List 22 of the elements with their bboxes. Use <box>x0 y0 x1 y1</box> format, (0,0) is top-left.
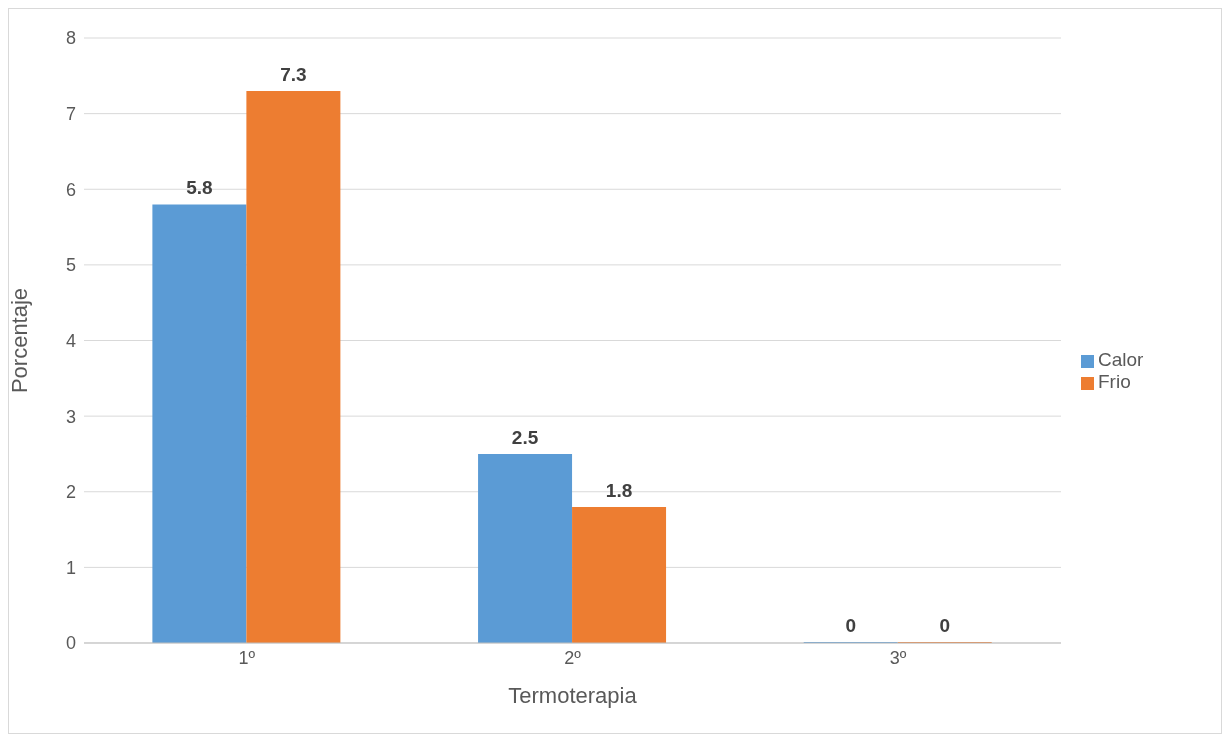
data-label: 2.5 <box>511 426 539 448</box>
data-label: 0 <box>939 615 951 636</box>
y-tick-label: 8 <box>65 28 76 49</box>
x-tick-label: 1º <box>238 647 256 668</box>
data-label: 5.8 <box>186 177 213 199</box>
y-tick-label: 0 <box>65 633 76 654</box>
y-tick-label: 6 <box>65 179 76 200</box>
data-label: 7.3 <box>280 63 307 85</box>
data-label: 0 <box>845 615 857 636</box>
x-tick-label: 3º <box>889 647 907 668</box>
x-tick-label: 2º <box>564 647 582 668</box>
data-label: 1.8 <box>605 479 633 501</box>
y-tick-label: 5 <box>65 255 76 276</box>
y-tick-label: 7 <box>65 104 76 125</box>
y-tick-label: 3 <box>65 406 76 427</box>
legend-label: Frio <box>1098 371 1131 392</box>
y-tick-label: 1 <box>65 557 76 578</box>
y-tick-label: 4 <box>65 330 76 351</box>
legend-label: Calor <box>1098 349 1144 370</box>
y-tick-label: 2 <box>65 482 76 503</box>
y-axis-title: Porcentaje <box>6 287 32 394</box>
x-axis-title: Termoterapia <box>508 683 638 708</box>
